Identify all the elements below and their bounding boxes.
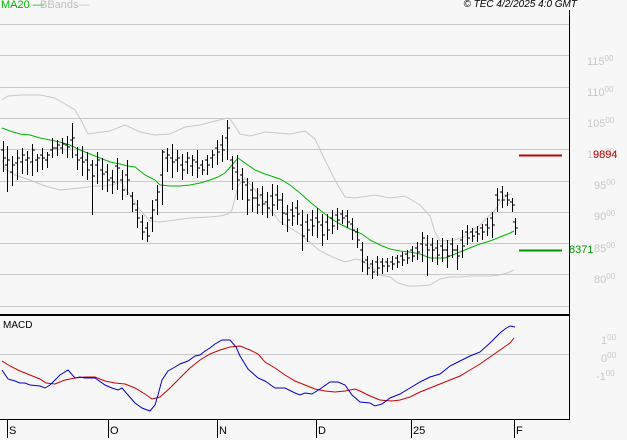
resistance-label: 9894 [593,149,618,161]
price-tick-11000: 11000 [587,85,614,99]
price-tick-10000: 10000 [587,147,615,161]
macd-tick-100: 100 [601,333,617,347]
x-tick-dec: D [318,425,326,437]
price-tick-10500: 10500 [587,116,615,130]
price-tick-9000: 9000 [594,209,616,223]
price-tick-9500: 9500 [594,178,616,192]
macd-main-line [1,325,516,412]
ma20-line [1,127,515,259]
legend-bbands: BBands— [40,0,90,11]
bband-lower [1,159,515,287]
x-axis-ticks [7,420,515,438]
x-tick-2025: 25 [413,425,426,437]
copyright-timestamp: © TEC 4/2/2025 4:0 GMT [463,0,577,10]
price-tick-8500: 8500 [594,241,616,255]
macd-tick-minus-100: -100 [596,369,615,383]
price-bars [1,120,518,279]
x-tick-sep: S [9,425,17,437]
x-tick-oct: O [110,425,119,437]
price-grid [0,24,569,307]
x-tick-nov: N [219,425,227,437]
macd-title: MACD [3,320,33,331]
price-tick-8000: 8000 [594,272,616,286]
legend-ma20: MA20 — [1,0,44,11]
macd-tick-0: 000 [601,351,617,365]
support-label: 8371 [569,244,594,256]
bband-upper [1,94,513,242]
x-tick-feb: F [516,425,523,437]
bollinger-bands [1,94,515,287]
price-tick-11500: 11500 [587,54,614,68]
macd-signal-line [1,337,515,402]
